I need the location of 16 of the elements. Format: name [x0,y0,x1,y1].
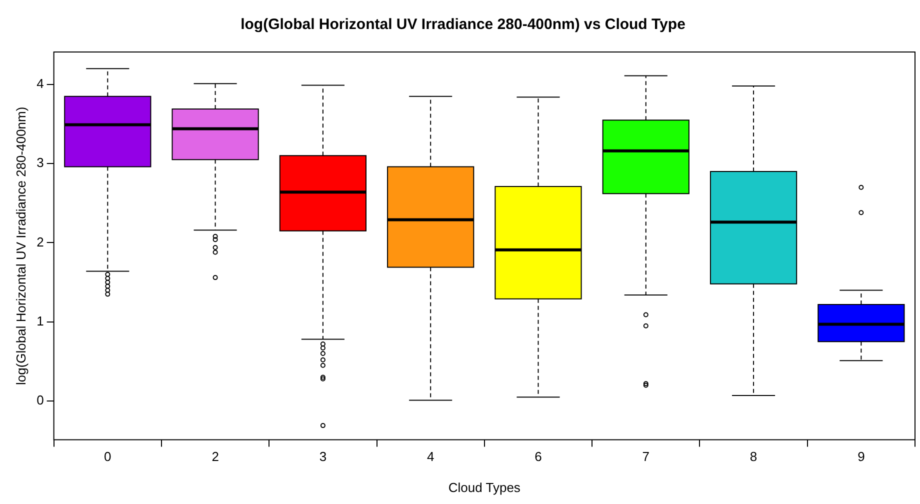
y-tick-label: 3 [36,155,44,170]
x-tick-label: 3 [319,449,327,464]
x-tick-label: 2 [212,449,219,464]
y-axis-title: log(Global Horizontal UV Irradiance 280-400nm) [13,106,28,385]
y-tick-label: 2 [36,234,44,250]
x-tick-label: 9 [858,449,865,464]
x-tick-label: 8 [750,449,758,464]
y-tick-label: 0 [36,392,44,408]
chart-title: log(Global Horizontal UV Irradiance 280-400nm) vs Cloud Type [240,16,686,34]
y-tick-label: 1 [36,313,44,328]
x-tick-label: 4 [426,449,434,464]
x-tick-label: 7 [642,449,650,464]
x-axis-title: Cloud Types [448,480,521,495]
x-tick-label: 0 [104,449,112,464]
y-tick-label: 4 [36,76,44,92]
x-tick-label: 6 [534,449,542,464]
